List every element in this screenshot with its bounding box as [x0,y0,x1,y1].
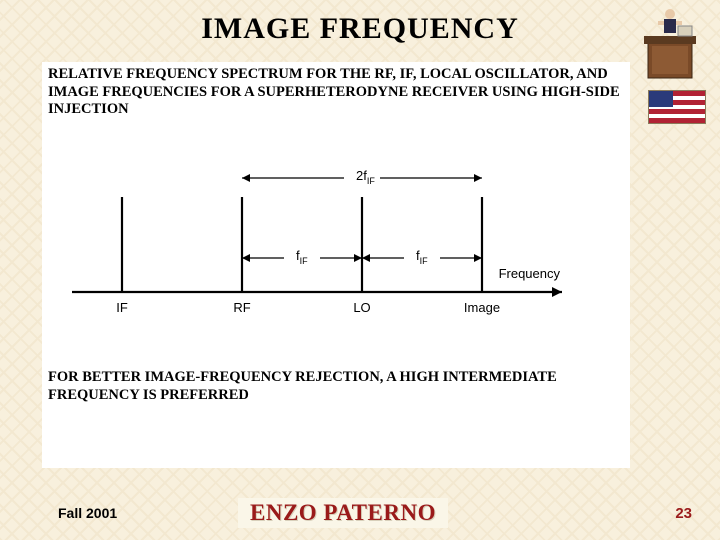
svg-text:IF: IF [116,300,128,315]
footer-date: Fall 2001 [58,505,208,521]
frequency-spectrum-diagram: FrequencyIFRFLOImagefIFfIF2fIF [72,162,602,332]
svg-text:RF: RF [233,300,250,315]
svg-text:LO: LO [353,300,370,315]
footer-author: ENZO PATERNO [238,498,448,528]
podium-icon [638,6,702,82]
flag-icon [648,90,706,124]
content-panel: RELATIVE FREQUENCY SPECTRUM FOR THE RF, … [42,62,630,468]
svg-text:Image: Image [464,300,500,315]
slide-title: IMAGE FREQUENCY [0,0,720,46]
slide-footer: Fall 2001 ENZO PATERNO 23 [0,498,720,528]
svg-text:Frequency: Frequency [499,266,561,281]
paragraph-intro: RELATIVE FREQUENCY SPECTRUM FOR THE RF, … [48,66,624,119]
page-number: 23 [675,505,692,522]
paragraph-conclusion: FOR BETTER IMAGE-FREQUENCY REJECTION, A … [48,369,624,404]
